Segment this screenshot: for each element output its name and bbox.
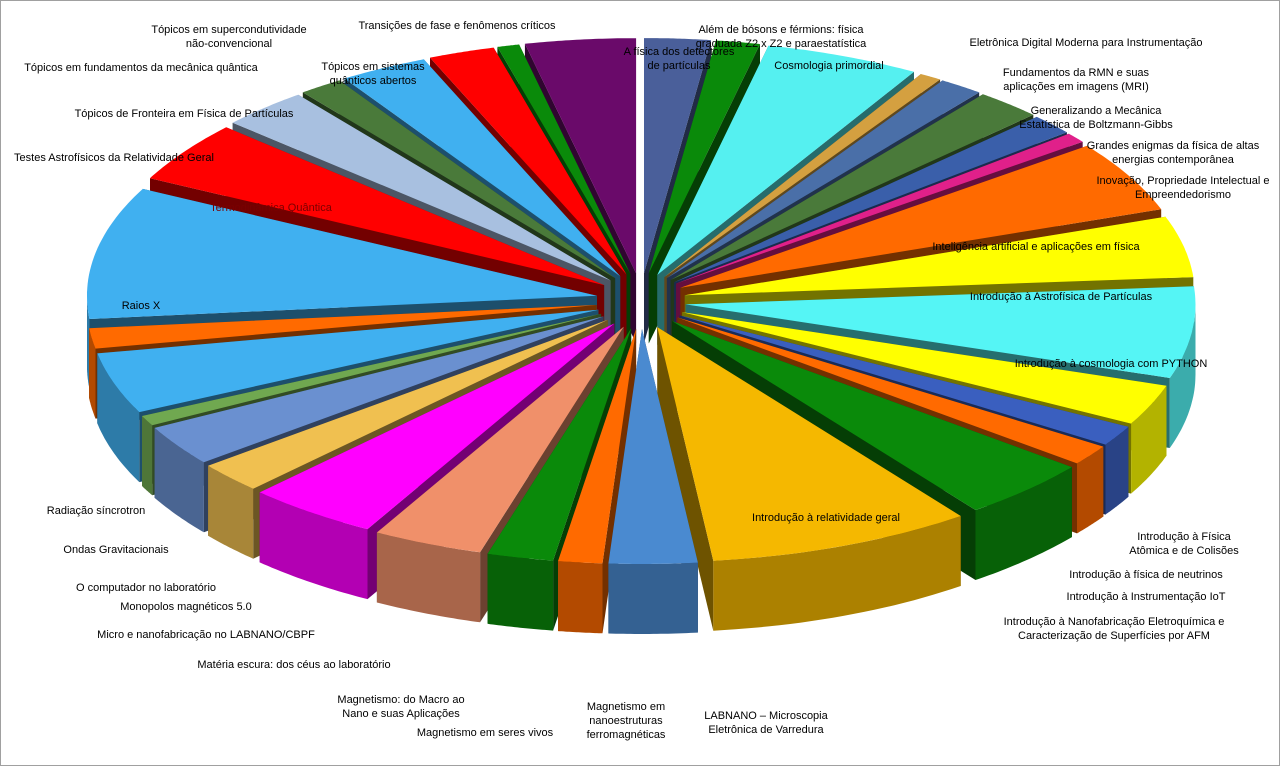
- slice-top-12: [679, 315, 1129, 445]
- slice-side-19: [376, 532, 481, 623]
- slice-label: Tópicos em sistemas quânticos abertos: [321, 61, 425, 87]
- slice-top-14: [672, 321, 1072, 510]
- slice-label: Tópicos de Fronteira em Física de Partíc…: [74, 108, 294, 120]
- slice-label: Generalizando a Mecânica Estatística de …: [1019, 105, 1173, 131]
- slice-label: A física dos detectores de partículas: [623, 46, 735, 72]
- slice-side-26: [87, 295, 90, 389]
- slice-label: Introdução à Física Atômica e de Colisõe…: [1129, 531, 1239, 557]
- slice-top-25: [89, 305, 597, 349]
- slice-label: Inovação, Propriedade Intelectual e Empr…: [1096, 175, 1270, 201]
- slice-label: Introdução à física de neutrinos: [1069, 569, 1223, 581]
- slice-label: Magnetismo em seres vivos: [416, 727, 554, 739]
- slice-side-10: [1169, 304, 1196, 448]
- slice-top-19: [376, 326, 624, 553]
- slice-top-8: [680, 145, 1162, 288]
- slice-side-11: [1131, 385, 1167, 494]
- slice-label: Raios X: [121, 300, 161, 312]
- slice-top-32: [497, 44, 631, 274]
- slice-side-13: [1077, 446, 1104, 534]
- slice-side-20: [259, 492, 368, 600]
- slice-side-17: [558, 561, 603, 634]
- slice-top-3: [664, 74, 941, 278]
- slice-top-16: [608, 329, 698, 564]
- slice-label: Monopolos magnéticos 5.0: [120, 601, 252, 613]
- slice-label: Introdução à relatividade geral: [752, 512, 900, 524]
- slice-side-23: [142, 416, 153, 496]
- slice-top-23: [142, 313, 602, 426]
- slice-top-7: [676, 133, 1083, 284]
- slice-label: Tópicos em fundamentos da mecânica quânt…: [24, 62, 258, 74]
- slice-top-22: [154, 316, 604, 463]
- slice-top-1: [648, 40, 760, 274]
- slice-top-20: [259, 323, 615, 530]
- slice-top-18: [487, 328, 632, 561]
- slice-top-26: [87, 188, 597, 319]
- slice-label: Matéria escura: dos céus ao laboratório: [197, 659, 391, 671]
- slice-top-27: [150, 127, 605, 286]
- slice-label: Introdução à cosmologia com PYTHON: [1014, 358, 1208, 370]
- slice-side-25: [89, 328, 96, 419]
- slice-label: Tópicos em supercondutividade não-conven…: [151, 24, 307, 50]
- slice-top-30: [344, 59, 621, 277]
- slice-wall-24-1: [97, 309, 599, 424]
- slice-top-15: [657, 327, 961, 561]
- slice-label: Além de bósons e férmions: física gradua…: [695, 24, 867, 50]
- slice-top-33: [524, 38, 637, 274]
- slice-label: Inteligência artificial e aplicações em …: [932, 241, 1140, 253]
- slice-label: Radiação síncrotron: [46, 505, 146, 517]
- slice-side-22: [154, 427, 204, 533]
- slice-top-4: [666, 80, 980, 279]
- slice-label: Introdução à Instrumentação IoT: [1066, 591, 1226, 603]
- slice-label: Cosmologia primordial: [774, 60, 884, 72]
- slice-top-31: [430, 47, 627, 275]
- slice-label: Magnetismo: do Macro ao Nano e suas Apli…: [337, 694, 465, 720]
- slice-top-11: [682, 312, 1167, 424]
- slice-label: Testes Astrofísicos da Relatividade Gera…: [14, 152, 214, 164]
- slice-label: Magnetismo em nanoestruturas ferromagnét…: [586, 701, 666, 741]
- slice-top-28: [232, 94, 611, 281]
- slice-label: O computador no laboratório: [75, 582, 217, 594]
- slice-label: Micro e nanofabricação no LABNANO/CBPF: [97, 629, 315, 641]
- slice-side-18: [487, 553, 554, 631]
- slice-label: Grandes enigmas da física de altas energ…: [1086, 140, 1260, 166]
- slice-label: Fundamentos da RMN e suas aplicações em …: [1002, 67, 1150, 93]
- slice-top-10: [685, 286, 1196, 378]
- slice-top-9: [684, 216, 1194, 296]
- slice-label: Eletrônica Digital Moderna para Instrume…: [969, 37, 1203, 49]
- slice-side-15: [713, 516, 961, 631]
- slice-side-21: [208, 465, 254, 559]
- slice-top-29: [302, 80, 616, 279]
- slice-top-21: [208, 319, 608, 489]
- slice-top-6: [674, 116, 1067, 283]
- slice-side-24: [97, 353, 140, 483]
- slice-label: Introdução à Astrofísica de Partículas: [969, 291, 1153, 303]
- slice-label: LABNANO – Microscopia Eletrônica de Varr…: [704, 710, 828, 736]
- slice-top-5: [670, 94, 1034, 280]
- slice-side-14: [975, 467, 1072, 580]
- slice-top-24: [97, 309, 599, 413]
- slice-label: Transições de fase e fenômenos críticos: [358, 20, 556, 32]
- slice-top-17: [558, 328, 637, 564]
- slice-wall-15-1: [657, 327, 714, 631]
- slice-label: Introdução à Nanofabricação Eletroquímic…: [1003, 616, 1225, 642]
- slice-top-13: [677, 317, 1104, 464]
- slice-label: Termodinâmica Quântica: [210, 202, 332, 214]
- slice-side-12: [1105, 426, 1129, 515]
- slice-top-0: [644, 38, 711, 274]
- slice-top-2: [657, 45, 914, 275]
- slice-label: Ondas Gravitacionais: [63, 544, 169, 556]
- slice-side-16: [608, 562, 698, 634]
